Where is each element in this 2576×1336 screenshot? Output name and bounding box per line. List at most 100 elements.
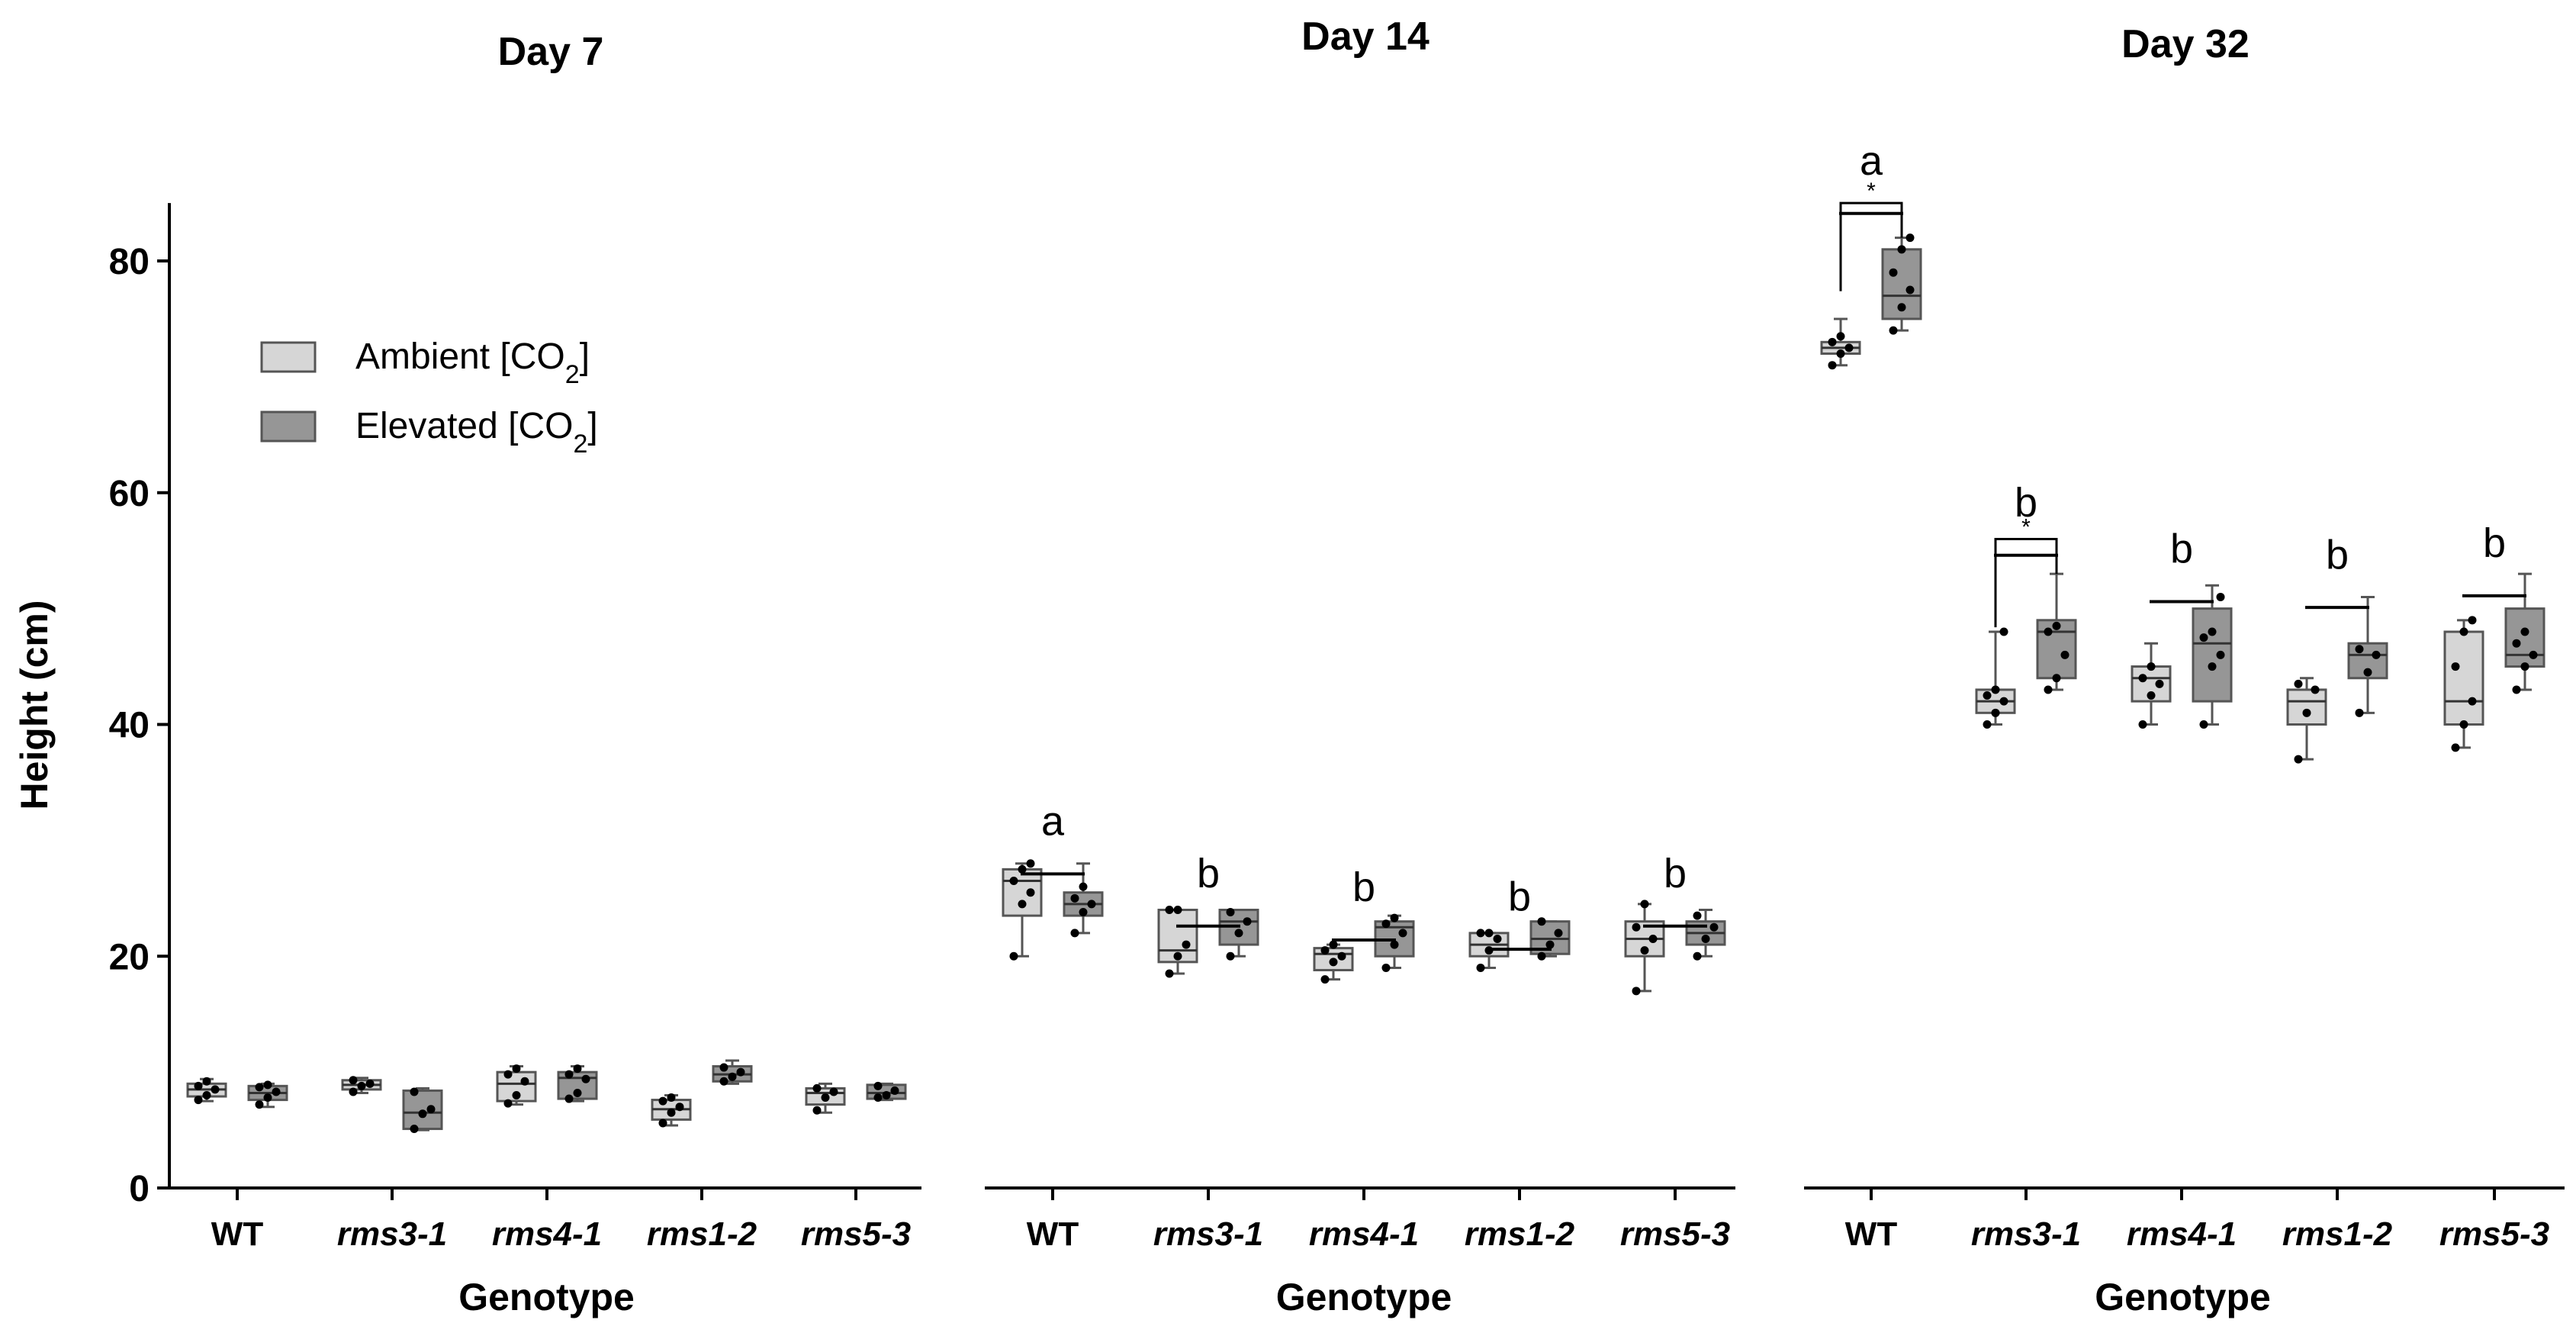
y-axis: 0 20 40 60 80 [109, 203, 171, 1209]
box-ambient [2443, 616, 2484, 752]
data-point [1018, 900, 1027, 909]
box-elevated [1218, 908, 1259, 961]
data-point [1983, 720, 1992, 729]
data-point [426, 1105, 436, 1114]
data-point [1905, 285, 1915, 295]
box-elevated [712, 1059, 753, 1086]
panel-title: Day 32 [2121, 22, 2250, 66]
data-point [821, 1093, 830, 1103]
data-point [418, 1109, 427, 1119]
data-point [1476, 929, 1485, 938]
data-point [728, 1072, 737, 1081]
data-point [2459, 720, 2468, 729]
data-point [675, 1103, 684, 1112]
box-elevated [1685, 909, 1726, 961]
data-point [1889, 326, 1898, 335]
data-point [1009, 951, 1018, 961]
data-point [2451, 743, 2460, 752]
significance-letter: b [2170, 526, 2193, 572]
box-elevated [557, 1064, 598, 1103]
legend: Ambient [CO2] Elevated [CO2] [260, 336, 598, 459]
data-point [2216, 650, 2225, 659]
data-point [255, 1083, 264, 1092]
data-point [736, 1067, 745, 1077]
data-point [1828, 361, 1837, 370]
significance-letter: b [2326, 532, 2349, 578]
data-point [573, 1064, 582, 1074]
data-point [1234, 929, 1243, 938]
data-point [1026, 888, 1035, 897]
data-point [1079, 882, 1088, 891]
data-point [211, 1085, 220, 1094]
data-point [1701, 934, 1710, 943]
data-point [2208, 627, 2217, 636]
data-point [1709, 922, 1719, 932]
x-tick-label: rms1-2 [647, 1215, 757, 1253]
data-point [581, 1074, 590, 1083]
data-point [1165, 969, 1174, 978]
data-point [2372, 650, 2381, 659]
x-tick-label: rms5-3 [2439, 1215, 2549, 1253]
data-point [349, 1076, 358, 1085]
data-point [2208, 662, 2217, 671]
data-point [719, 1063, 728, 1072]
data-point [2529, 650, 2538, 659]
x-tick-label: rms5-3 [1620, 1215, 1730, 1253]
data-point [365, 1079, 375, 1088]
data-point [1243, 917, 1252, 926]
data-point [1897, 245, 1906, 254]
data-point [1828, 337, 1837, 346]
data-point [658, 1119, 667, 1128]
box-ambient [1313, 940, 1354, 984]
data-point [812, 1106, 822, 1115]
data-point [2520, 627, 2529, 636]
data-point [564, 1094, 574, 1103]
data-point [1398, 929, 1407, 938]
data-point [1836, 349, 1845, 358]
box-elevated [2347, 595, 2388, 717]
box-ambient [805, 1082, 846, 1115]
panel-title: Day 7 [498, 30, 604, 74]
panel-title: Day 14 [1301, 14, 1430, 59]
box-elevated [866, 1081, 907, 1103]
comparison-bracket [1994, 538, 2058, 628]
box-ambient [1624, 900, 1665, 996]
box-elevated [2504, 572, 2545, 694]
data-point [1381, 919, 1391, 929]
data-point [2468, 616, 2477, 625]
data-point [512, 1064, 521, 1074]
box-ambient [496, 1064, 537, 1108]
x-axis-title: Genotype [2095, 1276, 2271, 1318]
iqr-box [2286, 688, 2327, 726]
data-point [2147, 691, 2156, 700]
box-elevated [2192, 584, 2233, 729]
data-point [1390, 940, 1399, 949]
data-point [1648, 934, 1658, 943]
data-point [1018, 864, 1027, 874]
data-point [1545, 940, 1555, 949]
data-point [1693, 911, 1702, 920]
data-point [2138, 674, 2147, 683]
data-point [1173, 951, 1182, 961]
data-point [357, 1081, 366, 1090]
x-axis-title: Genotype [458, 1276, 635, 1318]
data-point [1329, 958, 1338, 967]
data-point [1070, 893, 1079, 903]
box-elevated [247, 1080, 288, 1109]
data-point [873, 1081, 883, 1090]
data-point [1836, 332, 1845, 341]
box-elevated [1374, 913, 1415, 972]
x-tick-label: rms3-1 [1153, 1215, 1263, 1253]
data-point [2355, 708, 2364, 717]
data-point [1079, 908, 1088, 917]
data-point [1889, 268, 1898, 277]
data-point [1897, 303, 1906, 312]
y-tick-label: 40 [109, 706, 150, 746]
data-point [1484, 929, 1494, 938]
box-ambient [2131, 642, 2172, 729]
data-point [272, 1087, 281, 1096]
x-tick-label: WT [1027, 1215, 1079, 1253]
data-point [1632, 922, 1641, 932]
data-point [812, 1083, 822, 1093]
data-point [1476, 963, 1485, 972]
